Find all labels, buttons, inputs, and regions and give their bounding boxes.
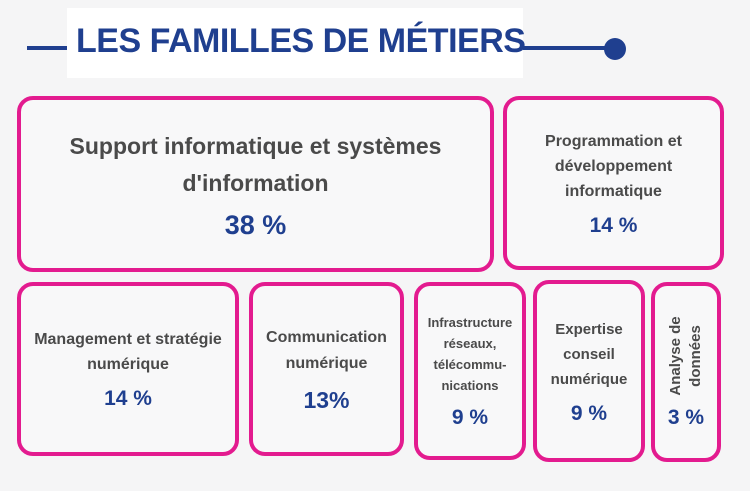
title-box [67, 8, 523, 78]
card-value: 9 % [570, 401, 608, 425]
card-analyse-donnees: Analyse de données 3 % [651, 282, 721, 462]
card-value: 3 % [667, 406, 705, 429]
page-title: LES FAMILLES DE MÉTIERS [76, 22, 526, 60]
card-support-informatique: Support informatique et systèmes d'infor… [17, 96, 494, 272]
card-expertise: Expertise conseil numérique 9 % [533, 280, 645, 462]
title-line-right [523, 46, 613, 50]
card-value: 9 % [451, 406, 489, 429]
card-label: Communication numérique [266, 328, 387, 372]
card-value: 14 % [104, 387, 152, 410]
card-communication: Communication numérique 13% [249, 282, 404, 456]
card-label: Programmation et développement informati… [545, 132, 682, 200]
title-dot-icon [604, 38, 626, 60]
card-value: 13% [303, 386, 350, 413]
card-infrastructure: Infrastructure réseaux, télécommu-nicati… [414, 282, 526, 460]
title-line-left [27, 46, 67, 50]
card-label: Infrastructure réseaux, télécommu-nicati… [427, 315, 513, 393]
card-label-vertical: Analyse de données [667, 316, 704, 396]
card-label: Management et stratégie numérique [34, 331, 222, 373]
card-programmation: Programmation et développement informati… [503, 96, 724, 270]
card-value: 38 % [224, 209, 287, 240]
card-label: Expertise conseil numérique [550, 320, 628, 388]
card-management: Management et stratégie numérique 14 % [17, 282, 239, 456]
card-label: Support informatique et systèmes d'infor… [69, 132, 442, 196]
card-value: 14 % [589, 213, 638, 237]
